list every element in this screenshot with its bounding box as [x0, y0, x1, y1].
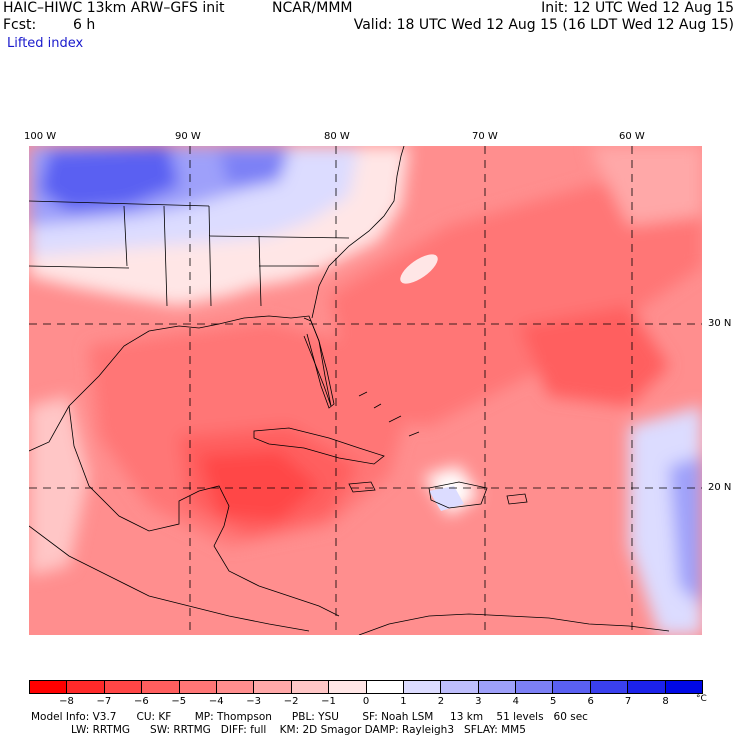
colorbar-swatch: [515, 681, 553, 693]
colorbar-swatch: [627, 681, 665, 693]
colorbar-swatch: [664, 681, 703, 693]
colorbar-swatch: [215, 681, 254, 693]
model-title: HAIC–HIWC 13km ARW–GFS init: [3, 0, 225, 16]
colorbar-swatch: [30, 681, 67, 693]
model-info-line1: Model Info: V3.7 CU: KF MP: Thompson PBL…: [31, 711, 588, 723]
colorbar: [29, 680, 703, 694]
valid-time: Valid: 18 UTC Wed 12 Aug 15 (16 LDT Wed …: [353, 17, 734, 33]
coastlines-and-borders: [29, 146, 670, 635]
colorbar-tick-label: −6: [133, 696, 149, 707]
colorbar-swatch: [328, 681, 366, 693]
colorbar-tick-label: −8: [59, 696, 74, 707]
colorbar-tick-label: 7: [624, 696, 632, 707]
colorbar-tick-label: −4: [208, 696, 224, 707]
model-info-line2: LW: RRTMG SW: RRTMG DIFF: full KM: 2D Sm…: [31, 724, 526, 736]
colorbar-tick-label: 4: [512, 696, 519, 707]
lon-label-60w: 60 W: [619, 131, 645, 142]
org-label: NCAR/MMM: [272, 0, 353, 16]
colorbar-tick-label: −5: [171, 696, 187, 707]
colorbar-swatch: [589, 681, 628, 693]
lat-lon-grid: [29, 146, 702, 635]
colorbar-tick-label: −1: [321, 696, 336, 707]
lon-label-70w: 70 W: [472, 131, 498, 142]
init-time: Init: 12 UTC Wed 12 Aug 15: [541, 0, 734, 16]
colorbar-swatch: [66, 681, 104, 693]
colorbar-tick-label: 6: [587, 696, 594, 707]
colorbar-tick-label: 1: [400, 696, 407, 707]
lifted-index-map: [29, 146, 702, 635]
colorbar-tick-label: 5: [550, 696, 557, 707]
lon-label-90w: 90 W: [175, 131, 201, 142]
colorbar-swatch: [440, 681, 478, 693]
colorbar-swatch: [552, 681, 590, 693]
colorbar-tick-label: 8: [662, 696, 669, 707]
colorbar-tick-label: 2: [437, 696, 445, 707]
lon-label-80w: 80 W: [324, 131, 350, 142]
lat-label-30n: 30 N: [708, 318, 732, 329]
forecast-label: Fcst:: [3, 17, 37, 33]
colorbar-tick-label: 3: [475, 696, 482, 707]
colorbar-tick-label: −2: [283, 696, 299, 707]
colorbar-swatch: [103, 681, 142, 693]
colorbar-tick-label: 0: [362, 696, 370, 707]
shaded-field: [29, 146, 702, 635]
colorbar-tick-label: −7: [96, 696, 112, 707]
field-name: Lifted index: [7, 36, 84, 51]
colorbar-unit: °C: [696, 694, 707, 704]
colorbar-tick-label: −3: [246, 696, 262, 707]
colorbar-swatch: [402, 681, 441, 693]
lat-label-20n: 20 N: [708, 482, 732, 493]
lon-label-100w: 100 W: [24, 131, 57, 142]
colorbar-swatch: [141, 681, 179, 693]
colorbar-swatch: [290, 681, 329, 693]
forecast-hours: 6 h: [73, 17, 96, 33]
colorbar-swatch: [365, 681, 403, 693]
colorbar-swatch: [477, 681, 516, 693]
colorbar-swatch: [178, 681, 216, 693]
colorbar-swatch: [253, 681, 291, 693]
